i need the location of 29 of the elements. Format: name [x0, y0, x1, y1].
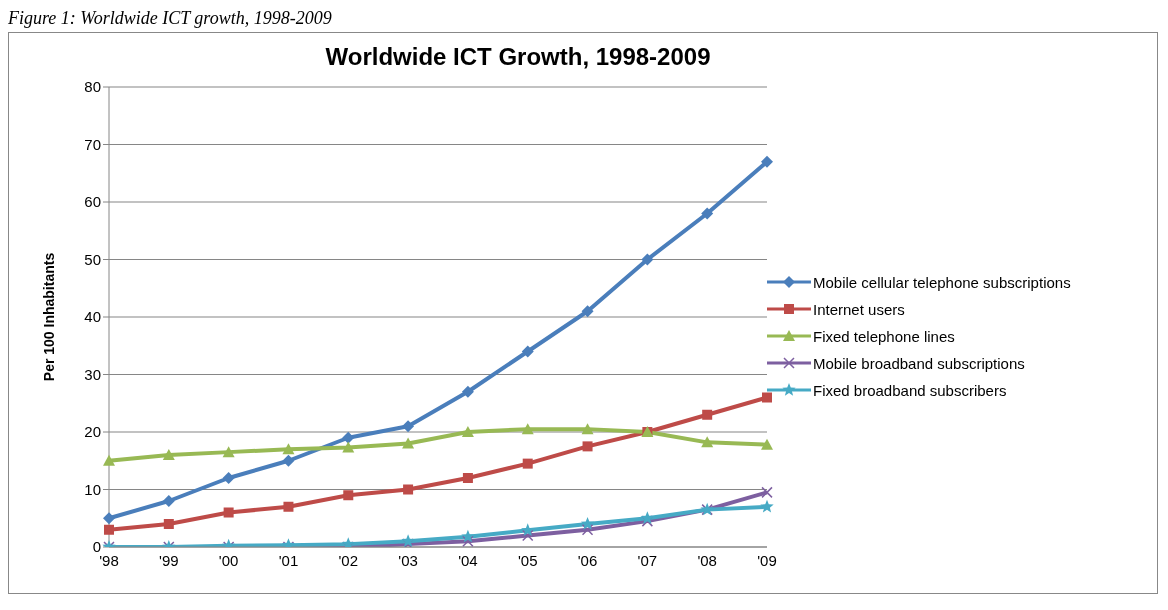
x-tick-label: '00 — [218, 551, 239, 569]
legend-label: Fixed broadband subscribers — [813, 381, 1007, 399]
y-tick-label: 20 — [84, 423, 101, 441]
x-tick-label: '07 — [637, 551, 658, 569]
legend-label: Mobile broadband subscriptions — [813, 354, 1025, 372]
x-tick-label: '01 — [278, 551, 299, 569]
x-tick-label: '03 — [398, 551, 418, 569]
y-tick-label: 40 — [84, 308, 101, 326]
legend-label: Internet users — [813, 300, 905, 318]
legend-label: Mobile cellular telephone subscriptions — [813, 273, 1071, 291]
chart-title: Worldwide ICT Growth, 1998-2009 — [324, 42, 712, 72]
y-axis-title: Per 100 Inhabitants — [40, 252, 57, 382]
y-tick-label: 10 — [84, 480, 101, 498]
x-tick-label: '98 — [99, 551, 119, 569]
x-tick-label: '04 — [458, 551, 478, 569]
x-tick-label: '06 — [577, 551, 598, 569]
y-tick-label: 80 — [84, 78, 101, 96]
x-tick-label: '99 — [159, 551, 179, 569]
x-tick-label: '05 — [517, 551, 538, 569]
legend-label: Fixed telephone lines — [813, 327, 955, 345]
y-tick-label: 60 — [84, 193, 101, 211]
caption: Figure 1: Worldwide ICT growth, 1998-2009 — [8, 8, 333, 30]
x-tick-label: '09 — [757, 551, 777, 569]
x-tick-label: '08 — [697, 551, 717, 569]
y-tick-label: 50 — [84, 250, 101, 268]
y-tick-label: 30 — [84, 365, 101, 383]
y-tick-label: 0 — [92, 538, 101, 556]
y-tick-label: 70 — [84, 135, 101, 153]
x-tick-label: '02 — [338, 551, 359, 569]
